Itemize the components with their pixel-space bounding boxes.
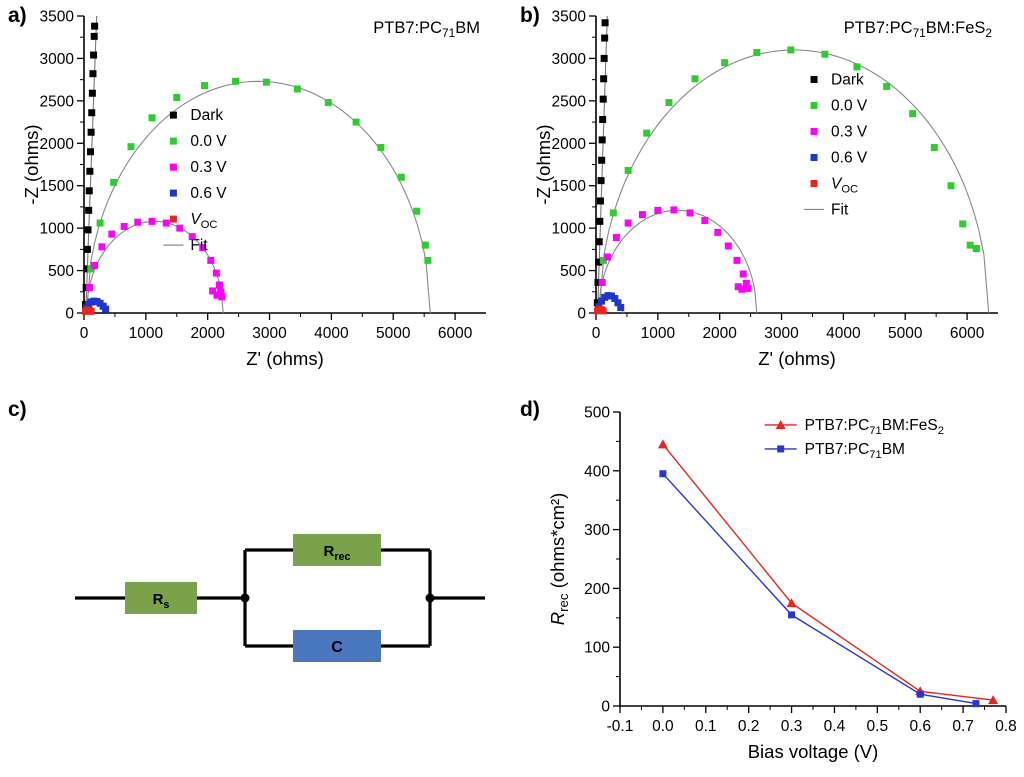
panel-label-a: a)	[8, 4, 27, 27]
svg-text:0.6 V: 0.6 V	[190, 185, 227, 202]
svg-text:2000: 2000	[190, 325, 225, 342]
svg-text:Dark: Dark	[190, 107, 223, 124]
svg-text:3000: 3000	[764, 325, 799, 342]
svg-text:Bias voltage (V): Bias voltage (V)	[748, 741, 879, 762]
svg-text:2500: 2500	[552, 93, 587, 110]
svg-text:2000: 2000	[552, 136, 587, 153]
svg-text:0.4: 0.4	[824, 718, 846, 735]
svg-text:4000: 4000	[314, 325, 349, 342]
svg-text:Z' (ohms): Z' (ohms)	[246, 348, 324, 369]
panel-label-b: b)	[520, 4, 540, 27]
svg-text:0: 0	[577, 306, 586, 323]
svg-text:Rrec (ohms*cm²): Rrec (ohms*cm²)	[547, 493, 571, 626]
svg-text:0: 0	[592, 325, 601, 342]
svg-text:1000: 1000	[641, 325, 676, 342]
svg-text:0.0 V: 0.0 V	[831, 97, 868, 114]
svg-text:5000: 5000	[888, 325, 923, 342]
svg-text:3000: 3000	[552, 51, 587, 68]
svg-text:0.8: 0.8	[995, 718, 1017, 735]
svg-text:C: C	[331, 639, 343, 656]
panel-label-d: d)	[520, 398, 540, 421]
svg-text:0: 0	[80, 325, 89, 342]
svg-text:-Z (ohms): -Z (ohms)	[533, 124, 554, 204]
svg-text:0.7: 0.7	[952, 718, 974, 735]
svg-text:2000: 2000	[40, 136, 75, 153]
svg-text:0.6 V: 0.6 V	[831, 149, 868, 166]
nyquist-chart-b: 0 1000 2000 3000 4000 5000 6000 0 500 1000 1500 200…	[533, 9, 998, 369]
svg-text:PTB7:PC71BM:FeS2: PTB7:PC71BM:FeS2	[805, 417, 944, 437]
svg-text:0.1: 0.1	[695, 718, 717, 735]
svg-text:6000: 6000	[950, 325, 985, 342]
svg-text:3500: 3500	[40, 9, 75, 26]
svg-text:0.5: 0.5	[867, 718, 889, 735]
svg-text:0.3 V: 0.3 V	[831, 123, 868, 140]
svg-text:1000: 1000	[129, 325, 164, 342]
rrec-vs-bias-chart: -0.1 0.0 0.1 0.2 0.3 0.4 0.5 0.6 0.7 0.8 0 100 200 30…	[547, 405, 1017, 763]
svg-text:VOC: VOC	[831, 175, 858, 195]
svg-text:500: 500	[584, 405, 610, 422]
svg-text:3500: 3500	[552, 9, 587, 26]
svg-text:1500: 1500	[552, 178, 587, 195]
svg-text:3000: 3000	[252, 325, 287, 342]
svg-text:Fit: Fit	[831, 201, 849, 218]
svg-text:100: 100	[584, 640, 610, 657]
svg-text:3000: 3000	[40, 51, 75, 68]
svg-text:2500: 2500	[40, 93, 75, 110]
svg-text:0.6: 0.6	[909, 718, 931, 735]
svg-text:PTB7:PC71BM: PTB7:PC71BM	[373, 19, 480, 40]
nyquist-chart-a: 0 1000 2000 3000 4000 5000 6000 0 500 1000 1500 200…	[21, 9, 486, 369]
svg-text:400: 400	[584, 463, 610, 480]
svg-text:PTB7:PC71BM: PTB7:PC71BM	[805, 441, 905, 461]
svg-text:-0.1: -0.1	[607, 718, 634, 735]
svg-text:0.2: 0.2	[738, 718, 760, 735]
svg-text:0: 0	[601, 699, 610, 716]
svg-text:300: 300	[584, 522, 610, 539]
svg-text:1000: 1000	[552, 221, 587, 238]
svg-text:0.3 V: 0.3 V	[190, 159, 227, 176]
svg-text:Fit: Fit	[190, 237, 208, 254]
svg-text:500: 500	[560, 263, 586, 280]
svg-text:PTB7:PC71BM:FeS2: PTB7:PC71BM:FeS2	[844, 19, 992, 40]
svg-text:0.0: 0.0	[652, 718, 674, 735]
svg-text:Rs: Rs	[153, 591, 170, 611]
svg-text:6000: 6000	[438, 325, 473, 342]
svg-text:-Z (ohms): -Z (ohms)	[21, 124, 42, 204]
svg-text:Z' (ohms): Z' (ohms)	[758, 348, 836, 369]
svg-text:Rrec: Rrec	[323, 543, 350, 563]
svg-text:2000: 2000	[702, 325, 737, 342]
svg-text:1500: 1500	[40, 178, 75, 195]
svg-text:VOC: VOC	[190, 211, 217, 231]
svg-text:4000: 4000	[826, 325, 861, 342]
svg-text:500: 500	[48, 263, 74, 280]
svg-text:Dark: Dark	[831, 71, 864, 88]
svg-text:5000: 5000	[376, 325, 411, 342]
svg-text:200: 200	[584, 581, 610, 598]
panel-label-c: c)	[8, 398, 27, 421]
svg-text:0: 0	[65, 306, 74, 323]
equivalent-circuit-diagram: Rs Rrec C	[75, 534, 485, 662]
svg-text:0.3: 0.3	[781, 718, 803, 735]
svg-text:1000: 1000	[40, 221, 75, 238]
svg-text:0.0 V: 0.0 V	[190, 133, 227, 150]
